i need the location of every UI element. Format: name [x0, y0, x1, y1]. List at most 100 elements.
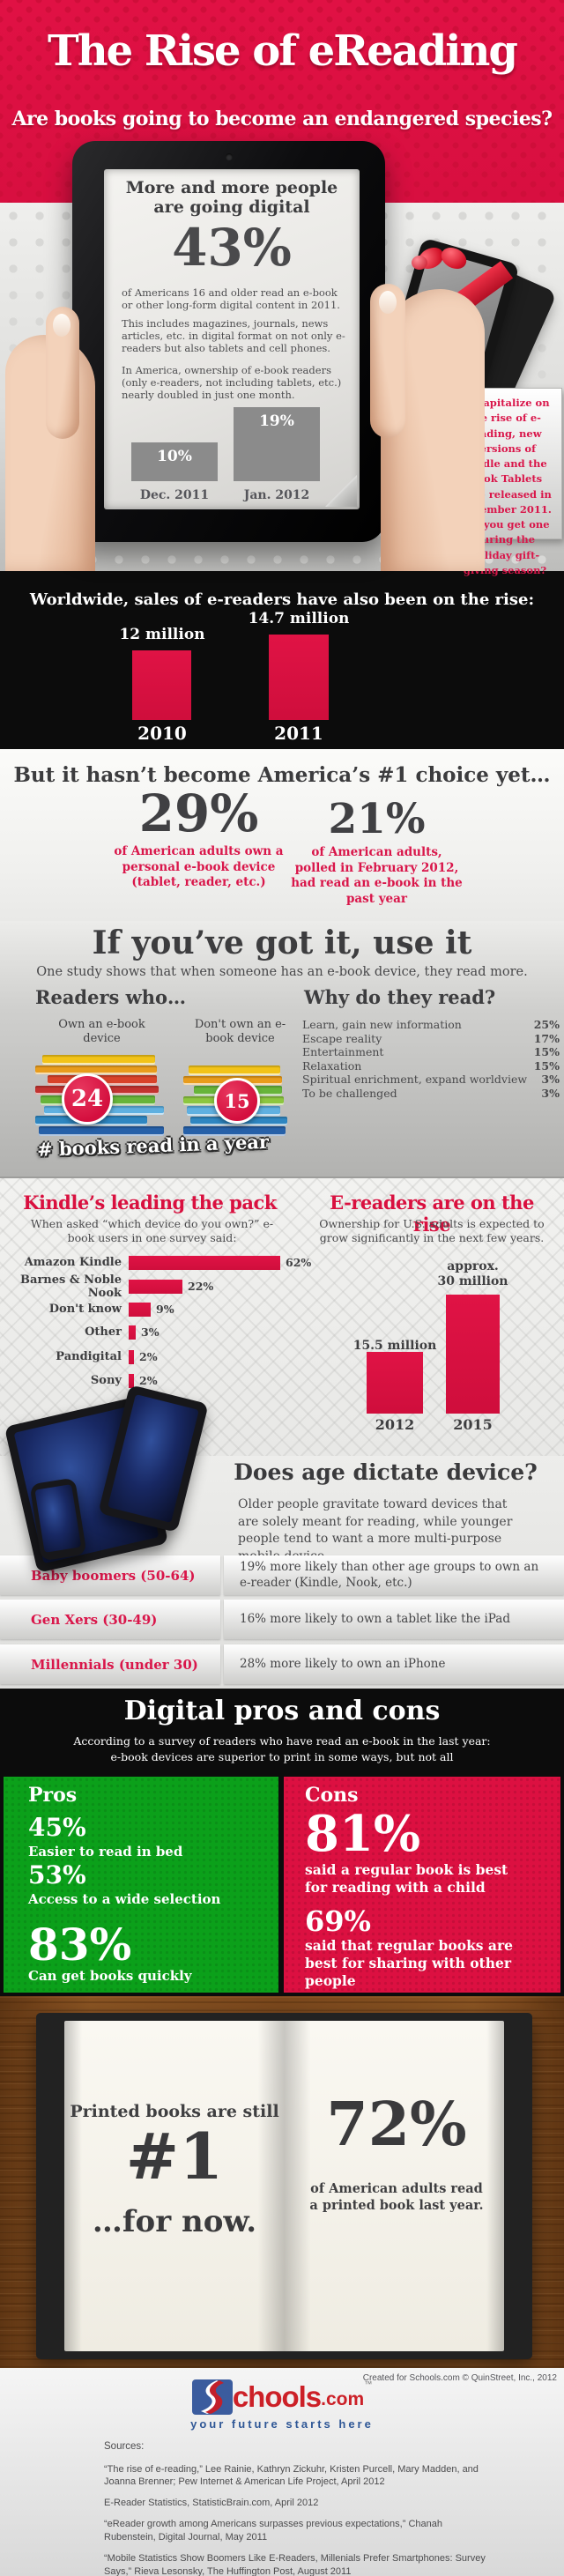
- list-item: Relaxation 15%: [302, 1059, 560, 1073]
- screen-para-1: This includes magazines, journals, news …: [122, 317, 345, 355]
- rise-year-2015: 2015: [453, 1416, 493, 1433]
- hbar-row: Pandigital 2%: [0, 1349, 158, 1364]
- dont-own-device-label: Don't own an e-book device: [194, 1018, 286, 1045]
- stat-29: 29% of American adults own a personal e-…: [104, 788, 293, 891]
- badge-books-own: 24: [62, 1073, 113, 1125]
- hbar-label: Other: [85, 1325, 122, 1339]
- hbar-value: 9%: [156, 1303, 174, 1316]
- open-book-illustration: Printed books are still #1 …for now. 72%…: [36, 2013, 532, 2359]
- hbar: [129, 1302, 151, 1317]
- page-title: The Rise of eReading: [48, 26, 518, 76]
- cons-heading: Cons: [305, 1784, 359, 1807]
- use-it-section: If you’ve got it, use it One study shows…: [0, 921, 564, 1177]
- hbar-value: 3%: [141, 1325, 160, 1339]
- reason-value: 25%: [533, 1018, 560, 1031]
- footer-section: Created for Schools.com © QuinStreet, In…: [0, 2368, 564, 2576]
- rise-bar-2015: [446, 1295, 500, 1414]
- tablet-illustration: More and more people are going digital 4…: [72, 141, 385, 542]
- pros-label-2: Access to a wide selection: [28, 1891, 221, 1907]
- mobile-devices-illustration: [4, 1385, 209, 1573]
- hbar: [129, 1325, 136, 1340]
- reason-value: 15%: [533, 1058, 560, 1073]
- device-share-section: Kindle’s leading the pack When asked “wh…: [0, 1177, 564, 1573]
- trademark-symbol: ™: [364, 2379, 373, 2388]
- pros-value-2: 53%: [28, 1860, 86, 1889]
- rise-2012-label: 15.5 million: [352, 1339, 437, 1353]
- cons-label-1: said a regular book is best for reading …: [305, 1861, 508, 1897]
- hbar-value: 2%: [139, 1374, 158, 1387]
- axis-label-dec-2011: Dec. 2011: [139, 488, 210, 502]
- bow-center-icon: [412, 256, 427, 270]
- hbar-value: 22%: [188, 1280, 214, 1293]
- pros-heading: Pros: [28, 1784, 78, 1807]
- bar-jan-2012: 19%: [234, 407, 320, 481]
- readers-who-heading: Readers who…: [35, 986, 187, 1008]
- age-description: Older people gravitate toward devices th…: [238, 1497, 513, 1563]
- own-device-label: Own an e-book device: [58, 1018, 145, 1045]
- sales-2011-label: 14.7 million: [248, 610, 350, 627]
- kindle-subtitle: When asked “which device do you own?” e-…: [30, 1217, 274, 1244]
- pros-cons-band: Digital pros and cons According to a sur…: [0, 1689, 564, 1773]
- source-item: “Mobile Statistics Show Boomers Like E-R…: [104, 2552, 486, 2576]
- year-2010: 2010: [137, 723, 187, 744]
- source-item: “eReader growth among Americans surpasse…: [104, 2519, 442, 2543]
- schools-logo-icon: [191, 2379, 233, 2415]
- stat-21-value: 21%: [328, 795, 426, 843]
- age-fact-text: 19% more likely than other age groups to…: [240, 1559, 539, 1590]
- pros-value-1: 45%: [28, 1813, 86, 1842]
- fingernail-icon: [53, 314, 70, 337]
- stat-21: 21% of American adults, polled in Februa…: [291, 798, 463, 907]
- logo-tagline: your future starts here: [190, 2417, 374, 2431]
- reason-label: To be challenged: [302, 1086, 397, 1100]
- stat-29-caption: of American adults own a personal e-book…: [114, 844, 284, 890]
- reason-label: Entertainment: [302, 1045, 384, 1059]
- stat-43: 43%: [172, 218, 292, 278]
- cons-label-2: said that regular books are best for sha…: [305, 1937, 513, 1990]
- pros-cons-subtitle-1: According to a survey of readers who hav…: [73, 1734, 491, 1748]
- credit-text: Created for Schools.com © QuinStreet, In…: [362, 2373, 557, 2383]
- reason-label: Escape reality: [302, 1031, 382, 1045]
- badge-books-dont-own: 15: [214, 1078, 260, 1124]
- cons-panel: Cons 81% said a regular book is best for…: [284, 1777, 560, 1993]
- use-it-subtitle: One study shows that when someone has an…: [36, 965, 528, 979]
- list-item: Escape reality 17%: [302, 1032, 560, 1046]
- why-read-list: Learn, gain new information 25% Escape re…: [302, 1018, 560, 1101]
- pros-label-1: Easier to read in bed: [28, 1844, 183, 1860]
- rise-title: E-readers are on the rise: [330, 1191, 534, 1236]
- hbar: [129, 1279, 182, 1294]
- age-row-group: Millennials (under 30): [0, 1644, 220, 1684]
- hbar-label: Barnes & Noble Nook: [20, 1273, 122, 1300]
- hbar-label: Sony: [90, 1374, 122, 1387]
- reason-value: 15%: [533, 1045, 560, 1059]
- source-item: E-Reader Statistics, StatisticBrain.com,…: [104, 2498, 319, 2509]
- screen-caption: of Americans 16 and older read an e-book…: [122, 286, 340, 312]
- page-subtitle: Are books going to become an endangered …: [11, 108, 553, 130]
- list-item: Spiritual enrichment, expand worldview 3%: [302, 1073, 560, 1087]
- why-read-heading: Why do they read?: [304, 986, 496, 1008]
- pros-value-3: 83%: [28, 1919, 132, 1971]
- age-group-label: Millennials (under 30): [31, 1656, 198, 1673]
- hbar-label: Amazon Kindle: [24, 1256, 122, 1269]
- hbar-value: 62%: [286, 1256, 312, 1269]
- rise-bar-2012: [367, 1352, 423, 1414]
- rise-year-2012: 2012: [375, 1416, 415, 1433]
- sales-bar-2011: [269, 635, 329, 720]
- age-fact-text: 16% more likely to own a tablet like the…: [240, 1611, 510, 1626]
- age-group-label: Baby boomers (50-64): [31, 1567, 196, 1584]
- hbar-row: Sony 2%: [0, 1373, 158, 1388]
- reason-label: Relaxation: [302, 1058, 362, 1073]
- logo-wordmark: chools: [232, 2380, 322, 2413]
- age-group-label: Gen Xers (30-49): [31, 1611, 158, 1628]
- book-right-caption: of American adults read a printed book l…: [309, 2181, 484, 2213]
- choice-section: But it hasn’t become America’s #1 choice…: [0, 749, 564, 921]
- logo-dotcom: .com: [321, 2389, 365, 2409]
- reason-label: Learn, gain new information: [302, 1018, 462, 1031]
- hbar-row: Barnes & Noble Nook 22%: [0, 1273, 214, 1300]
- age-row-group: Gen Xers (30-49): [0, 1600, 220, 1639]
- hbar-row: Other 3%: [0, 1325, 160, 1340]
- bar-value-label: 10%: [157, 448, 192, 465]
- list-item: To be challenged 3%: [302, 1087, 560, 1101]
- rise-2015-label: approx. 30 million: [437, 1259, 508, 1288]
- list-item: Entertainment 15%: [302, 1045, 560, 1059]
